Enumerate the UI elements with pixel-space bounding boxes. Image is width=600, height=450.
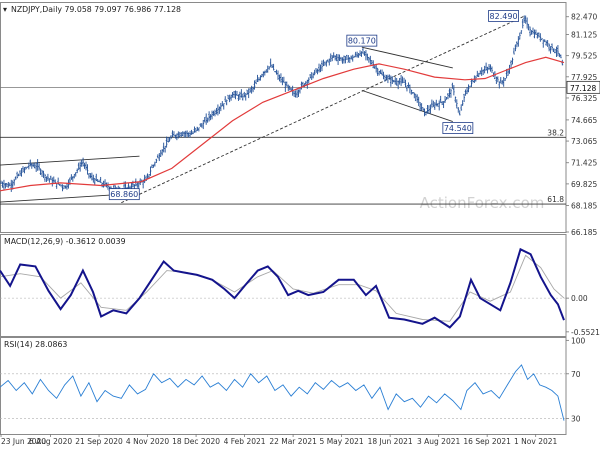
x-tick-label: 16 Sep 2021	[463, 437, 511, 446]
price-annotation-box-0	[488, 10, 519, 22]
rsi-panel-frame	[0, 337, 567, 435]
x-tick-label: 6 Aug 2020	[29, 437, 72, 446]
x-tick-label: 18 Jun 2021	[368, 437, 413, 446]
title-arrow-icon: ▾	[3, 5, 7, 14]
macd-panel-frame	[0, 234, 567, 337]
price-y-label: 81.125	[571, 31, 597, 40]
x-tick-label: 3 Aug 2021	[417, 437, 460, 446]
down-channel-upper	[361, 46, 453, 69]
moving-average-line	[0, 56, 565, 192]
price-y-label: 69.825	[571, 180, 597, 189]
price-annotation-0: 82.490	[490, 12, 518, 21]
x-tick-label: 22 Mar 2021	[269, 437, 317, 446]
rsi-y-label: 30	[571, 414, 581, 423]
current-price-label: 77.128	[570, 84, 596, 93]
macd-line	[0, 247, 565, 329]
macd-y-label: -0.5521	[571, 328, 600, 337]
x-tick-label: 21 Sep 2020	[75, 437, 123, 446]
down-channel-lower	[361, 89, 453, 122]
macd-title: MACD(12,26,9) -0.3612 0.0039	[4, 237, 126, 246]
price-annotation-3: 68.860	[110, 190, 138, 199]
rising-trendline	[121, 16, 524, 204]
price-y-label: 74.665	[571, 116, 597, 125]
x-tick-label: 4 Nov 2020	[126, 437, 169, 446]
price-annotation-2: 74.540	[444, 124, 472, 133]
price-y-label: 79.525	[571, 52, 597, 61]
fib-label-0: 38.2	[547, 128, 564, 137]
x-tick-label: 4 Feb 2021	[224, 437, 266, 446]
price-panel-frame	[0, 2, 567, 233]
price-y-label: 68.185	[571, 202, 597, 211]
x-tick-label: 5 May 2021	[320, 437, 364, 446]
price-title: NZDJPY,Daily 79.058 79.097 76.986 77.128	[11, 5, 181, 14]
price-annotation-1: 80.170	[348, 37, 376, 46]
price-y-label: 71.425	[571, 159, 597, 168]
current-price-box	[566, 80, 600, 94]
macd-y-label: 0.00	[571, 294, 588, 303]
x-tick-label: 18 Dec 2020	[172, 437, 220, 446]
rsi-title: RSI(14) 28.0863	[4, 340, 67, 349]
price-y-label: 77.925	[571, 73, 597, 82]
price-y-label: 73.065	[571, 137, 597, 146]
rsi-line	[0, 364, 565, 421]
price-y-label: 82.470	[571, 13, 597, 22]
price-y-label: 66.185	[571, 228, 597, 237]
fib-label-1: 61.8	[547, 195, 564, 204]
x-tick-label: 23 Jun 2020	[1, 437, 46, 446]
x-tick-label: 1 Nov 2021	[514, 437, 557, 446]
price-annotation-box-2	[442, 122, 474, 134]
rsi-y-label: 70	[571, 370, 581, 379]
rsi-y-label: 100	[571, 336, 586, 345]
price-y-label: 76.325	[571, 94, 597, 103]
price-annotation-box-1	[346, 34, 378, 47]
watermark: ActionForex.com	[420, 194, 545, 212]
price-annotation-box-3	[108, 188, 140, 201]
up-channel-upper	[0, 155, 140, 166]
